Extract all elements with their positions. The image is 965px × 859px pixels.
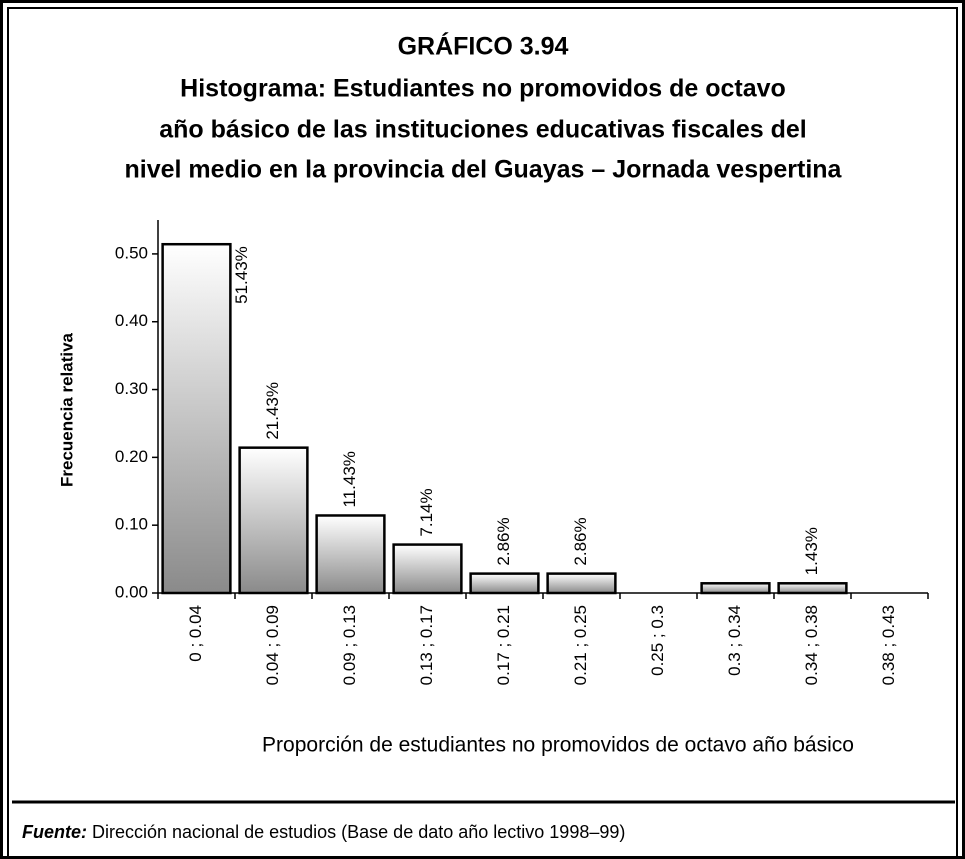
x-tick-label: 0.3 ; 0.34	[725, 605, 744, 676]
bar	[777, 582, 848, 595]
value-label: 7.14%	[417, 488, 436, 536]
frame-inner	[7, 7, 958, 858]
source: Fuente: Dirección nacional de estudios (…	[22, 822, 625, 842]
value-label: 1.43%	[802, 527, 821, 575]
value-label: 11.43%	[340, 451, 359, 507]
y-tick-label: 0.50	[115, 243, 148, 262]
x-tick-label: 0.38 ; 0.43	[879, 605, 898, 685]
value-label: 51.43%	[232, 246, 251, 304]
y-tick-label: 0.40	[115, 311, 148, 330]
x-tick-label: 0.04 ; 0.09	[263, 605, 282, 685]
y-tick-label: 0.20	[115, 447, 148, 466]
bar	[238, 446, 309, 595]
value-label: 2.86%	[571, 517, 590, 565]
x-tick-label: 0 ; 0.04	[186, 605, 205, 662]
source-label: Fuente:	[22, 822, 87, 842]
chart-title: GRÁFICO 3.94	[398, 32, 569, 61]
x-tick-label: 0.17 ; 0.21	[494, 605, 513, 685]
chart-subtitle: Histograma: Estudiantes no promovidos de…	[180, 75, 786, 103]
x-tick-label: 0.34 ; 0.38	[802, 605, 821, 685]
x-tick-label: 0.21 ; 0.25	[571, 605, 590, 685]
y-tick-label: 0.00	[115, 582, 148, 601]
y-tick-label: 0.10	[115, 515, 148, 534]
value-label: 21.43%	[263, 382, 282, 440]
bar	[469, 572, 540, 595]
source-text: Dirección nacional de estudios (Base de …	[92, 822, 625, 842]
value-label: 2.86%	[494, 517, 513, 565]
bar	[700, 582, 771, 595]
bar	[392, 543, 463, 595]
x-tick-label: 0.09 ; 0.13	[340, 605, 359, 685]
bar	[546, 572, 617, 595]
x-axis-title: Proporción de estudiantes no promovidos …	[262, 734, 854, 757]
y-tick-label: 0.30	[115, 379, 148, 398]
bar	[161, 242, 232, 595]
x-tick-label: 0.13 ; 0.17	[417, 605, 436, 685]
y-axis-title: Frecuencia relativa	[57, 332, 76, 487]
chart-subtitle: nivel medio en la provincia del Guayas –…	[125, 156, 843, 184]
chart-subtitle: año básico de las instituciones educativ…	[159, 116, 806, 144]
bar	[315, 514, 386, 595]
x-tick-label: 0.25 ; 0.3	[648, 605, 667, 676]
